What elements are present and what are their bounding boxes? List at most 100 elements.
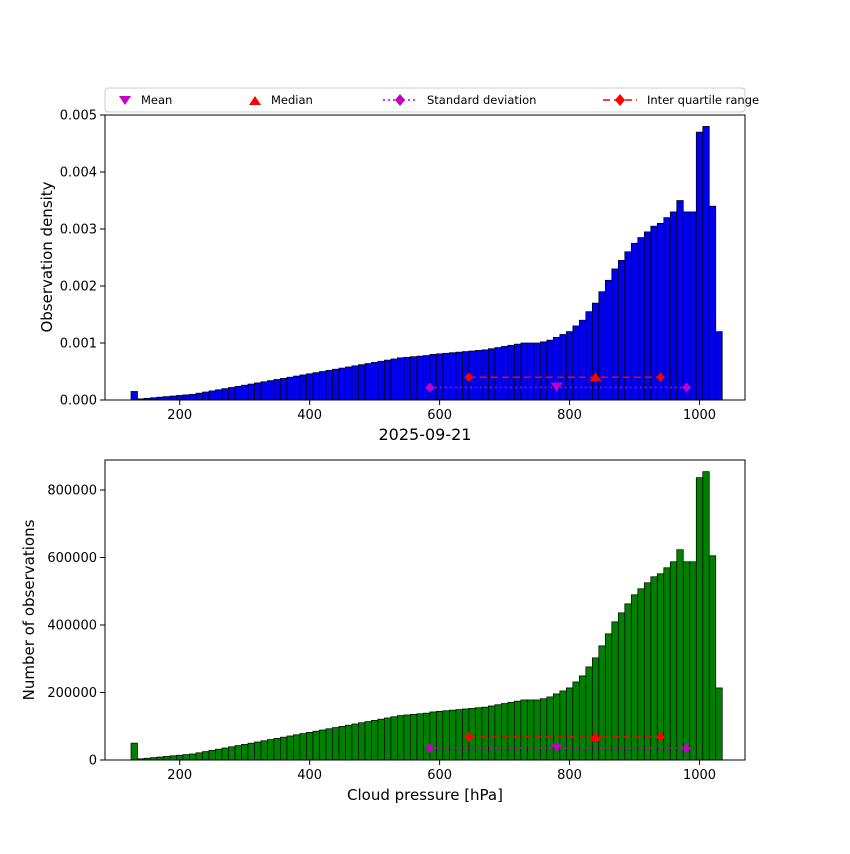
histogram-bar <box>163 756 171 761</box>
histogram-bar <box>169 755 177 761</box>
legend-label-inter-quartile-range: Inter quartile range <box>647 93 759 107</box>
x-tick-label: 1000 <box>683 408 716 423</box>
histogram-bar <box>254 382 262 401</box>
y-tick-label: 0.002 <box>60 280 97 295</box>
histogram-bar <box>539 698 548 761</box>
histogram-bar <box>267 380 275 401</box>
triangle-up-marker <box>589 732 602 742</box>
histogram-bar <box>299 374 307 401</box>
histogram-bar <box>591 302 600 401</box>
histogram-bar <box>319 729 327 761</box>
histogram-bar <box>169 395 177 401</box>
histogram-bar <box>669 211 678 401</box>
histogram-bar <box>650 225 658 401</box>
histogram-bar <box>689 211 697 401</box>
histogram-bar <box>351 723 359 761</box>
ylabel-number-of-observations: Number of observations <box>20 519 38 700</box>
histogram-bar <box>546 696 554 761</box>
histogram-bar <box>293 375 301 401</box>
histogram-bar <box>429 354 437 401</box>
histogram-bar <box>533 699 541 761</box>
histogram-bar <box>176 754 184 761</box>
histogram-bar <box>234 385 242 401</box>
histogram-bar <box>130 391 138 401</box>
y-tick-label: 0 <box>89 754 97 769</box>
xlabel-cloud-pressure: Cloud pressure [hPa] <box>347 786 503 804</box>
histogram-bar <box>585 666 593 761</box>
histogram-bar <box>195 752 203 761</box>
legend-label-standard-deviation: Standard deviation <box>427 93 536 107</box>
histogram-bar <box>611 621 619 761</box>
histogram-bar <box>436 353 444 401</box>
histogram-bar <box>241 744 249 761</box>
histogram-bar <box>442 352 450 401</box>
histogram-bar <box>286 735 294 761</box>
histogram-bar <box>669 561 678 761</box>
histogram-bar <box>280 377 288 401</box>
histogram-bar <box>455 709 463 761</box>
histogram-bar <box>533 342 541 401</box>
histogram-bar <box>390 716 398 761</box>
histogram-bar <box>501 346 509 401</box>
legend-item-standard-deviation: Standard deviation <box>383 93 536 107</box>
x-tick-label: 400 <box>297 768 322 783</box>
histogram-bar <box>455 351 463 401</box>
histogram-bar <box>663 217 671 401</box>
histogram-bar <box>682 211 691 401</box>
histogram-bar <box>598 291 606 401</box>
histogram-bar <box>130 742 138 761</box>
observations-histogram-chart: 0 200000 400000 600000 800000 200 400 600 800 100… <box>47 459 746 783</box>
histogram-bar <box>221 747 229 761</box>
histogram-bar <box>591 657 600 761</box>
y-tick-label: 200000 <box>47 686 97 701</box>
histogram-bar <box>397 715 405 761</box>
histogram-bar <box>377 360 385 401</box>
histogram-bar <box>481 706 489 761</box>
histogram-bar <box>208 750 216 761</box>
histogram-bar <box>442 710 450 761</box>
histogram-bar <box>182 754 190 761</box>
histogram-bar <box>189 393 197 401</box>
x-tick-label: 800 <box>557 408 582 423</box>
histogram-bar <box>526 699 535 761</box>
histogram-bar <box>520 342 528 401</box>
histogram-bar <box>345 366 353 401</box>
histogram-bar <box>663 567 671 761</box>
histogram-bar <box>358 722 366 761</box>
triangle-down-marker <box>550 743 563 753</box>
histogram-bar <box>403 356 411 401</box>
histogram-bar <box>643 231 652 401</box>
histogram-bar <box>436 710 444 761</box>
x-tick-label: 1000 <box>683 768 716 783</box>
histogram-bar <box>708 555 717 761</box>
histogram-bar <box>494 347 502 401</box>
histogram-bar <box>247 742 255 761</box>
histogram-bar <box>488 705 496 761</box>
legend-item-median: Median <box>249 93 313 107</box>
histogram-bar <box>507 344 515 401</box>
axes-frame <box>104 114 746 401</box>
y-tick-label: 400000 <box>47 619 97 634</box>
histogram-bar <box>384 359 392 401</box>
histogram-bar <box>234 745 242 761</box>
histogram-bar <box>494 704 502 761</box>
histogram-bar <box>293 734 301 761</box>
legend-box <box>104 87 746 113</box>
histogram-bar <box>163 396 171 401</box>
diamond-marker <box>656 372 666 383</box>
histogram-bar <box>364 721 372 761</box>
histogram-bar <box>273 738 281 761</box>
histogram-bar <box>475 350 483 401</box>
histogram-bar <box>215 748 223 761</box>
histogram-bar <box>507 701 515 761</box>
x-tick-label: 400 <box>297 408 322 423</box>
histogram-bar <box>312 730 320 761</box>
histogram-bar <box>702 126 710 401</box>
legend-item-inter-quartile-range: Inter quartile range <box>603 93 759 107</box>
ylabel-observation-density: Observation density <box>38 181 56 332</box>
histogram-bar <box>208 390 216 401</box>
histogram-bar <box>630 594 639 761</box>
x-tick-label: 600 <box>427 408 452 423</box>
histogram-bar <box>202 391 210 401</box>
